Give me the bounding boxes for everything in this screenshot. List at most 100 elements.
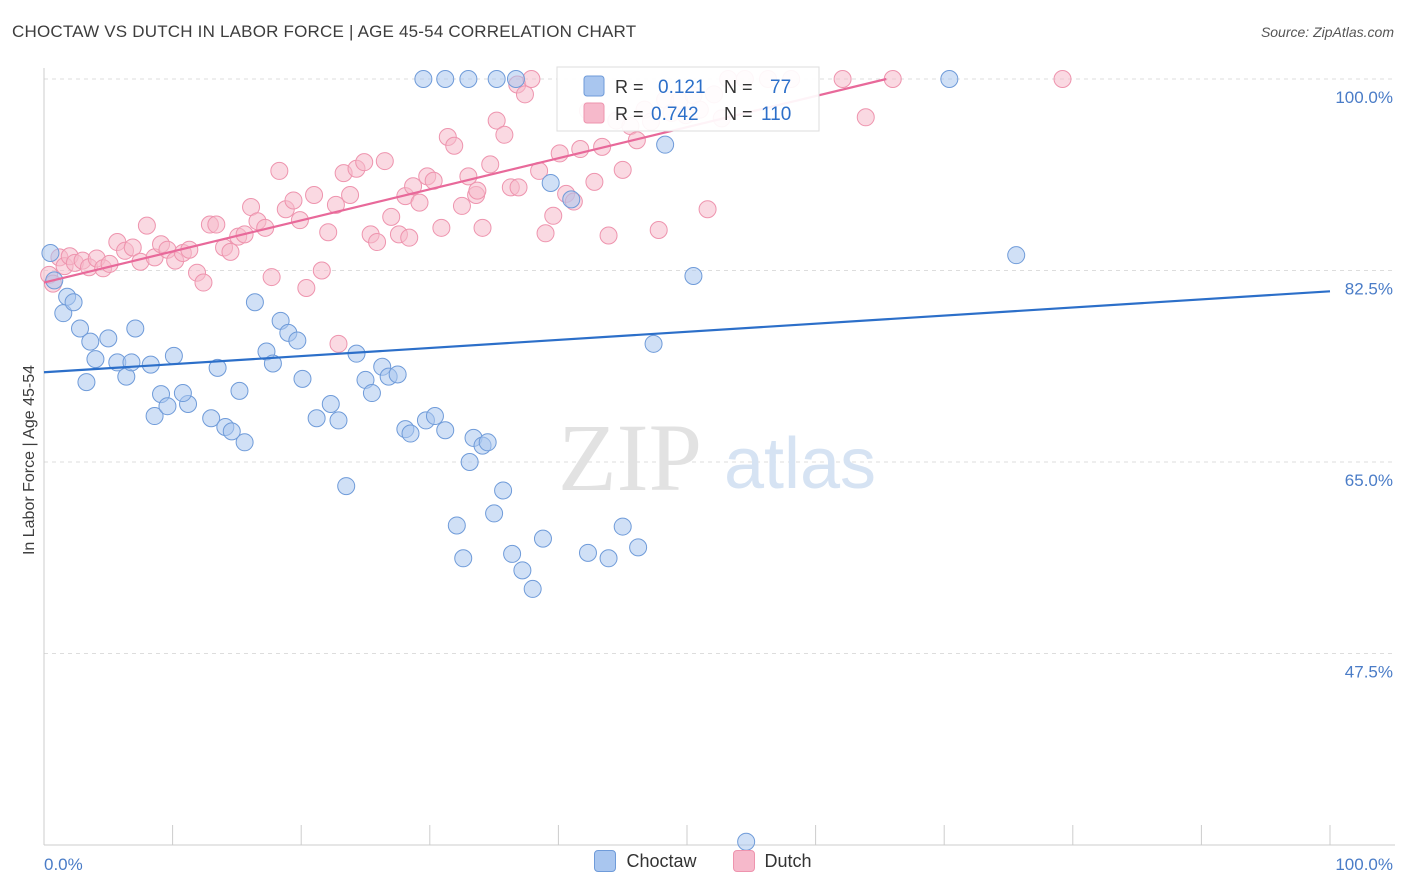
choctaw-point [541,173,560,192]
choctaw-point [1007,246,1026,265]
choctaw-point [362,384,381,403]
choctaw-point [487,70,506,88]
choctaw-point [99,329,118,348]
dutch-point [207,215,226,234]
dutch-point [883,70,902,88]
choctaw-point [523,579,542,598]
choctaw-point [447,516,466,535]
choctaw-point [293,369,312,388]
choctaw-point [562,190,581,209]
choctaw-swatch [594,850,617,872]
choctaw-point [81,332,100,351]
choctaw-point [414,70,433,88]
choctaw-point [307,409,326,428]
choctaw-point [599,549,618,568]
choctaw-point [494,481,513,500]
choctaw-point [506,70,525,88]
choctaw-point [245,293,264,312]
dutch-point [341,185,360,204]
chart-title: CHOCTAW VS DUTCH IN LABOR FORCE | AGE 45… [12,22,637,41]
dutch-r-value: 0.742 [651,104,699,125]
dutch-point [319,223,338,242]
dutch-points [40,70,1072,353]
y-tick-label: 82.5% [1345,280,1393,299]
dutch-point [856,108,875,127]
choctaw-r-value: 0.121 [658,77,706,98]
y-tick-label: 65.0% [1345,471,1393,490]
choctaw-point [230,381,249,400]
dutch-point [536,224,555,243]
gridlines [44,78,1395,654]
dutch-point [410,193,429,212]
dutch-point [495,125,514,144]
choctaw-point [71,319,90,338]
dutch-point [544,206,563,225]
choctaw-point [64,293,83,312]
dutch-point [452,196,471,215]
choctaw-trend-line [43,290,1331,374]
dutch-swatch [732,850,755,872]
dutch-point [221,242,240,261]
choctaw-point [684,266,703,285]
source-label: Source: ZipAtlas.com [1260,24,1394,40]
dutch-point [262,268,281,287]
choctaw-point [503,544,522,563]
dutch-point [329,334,348,353]
dutch-point [585,172,604,191]
choctaw-point [145,407,164,426]
dutch-point [137,216,156,235]
dutch-point [649,221,668,240]
dutch-point [432,218,451,237]
dutch-point [368,233,387,252]
y-tick-labels: 100.0% 82.5% 65.0% 47.5% [1335,88,1393,682]
dutch-point [123,238,142,257]
choctaw-point [263,354,282,373]
dutch-legend-swatch [583,102,605,124]
choctaw-point [208,358,227,377]
dutch-point [400,228,419,247]
dutch-point [515,85,534,104]
choctaw-point [436,70,455,88]
dutch-point [355,153,374,172]
dutch-point [522,70,541,88]
dutch-n-label: N = [724,104,753,124]
choctaw-legend-swatch [583,75,605,97]
dutch-point [698,200,717,219]
dutch-point [468,181,487,200]
dutch-point [481,155,500,174]
choctaw-point [613,517,632,536]
legend-item-choctaw[interactable]: Choctaw [594,850,697,872]
choctaw-point [288,331,307,350]
dutch-point [404,177,423,196]
choctaw-point [388,365,407,384]
dutch-point [509,178,528,197]
choctaw-point [737,832,756,851]
choctaw-point [54,304,73,323]
dutch-point [445,136,464,155]
dutch-point [473,218,492,237]
choctaw-point [425,407,444,426]
choctaw-point [513,561,532,580]
x-tick-labels: 0.0% 100.0% [44,855,1393,874]
choctaw-point [578,543,597,562]
choctaw-point [86,350,105,369]
dutch-point [599,226,618,245]
choctaw-point [656,135,675,154]
choctaw-n-label: N = [724,77,753,97]
choctaw-point [222,422,241,441]
watermark: ZIP atlas [558,404,876,511]
watermark-zip: ZIP [558,404,702,511]
dutch-point [270,161,289,180]
choctaw-r-label: R = [615,77,644,97]
choctaw-point [629,538,648,557]
dutch-point [326,195,345,214]
legend-item-dutch[interactable]: Dutch [732,850,812,872]
dutch-point [1053,70,1072,88]
choctaw-point [401,424,420,443]
dutch-n-value: 110 [761,104,791,125]
choctaw-point [485,504,504,523]
choctaw-point [337,477,356,496]
choctaw-point [41,243,60,262]
stats-legend: R = 0.121 N = 77 R = 0.742 N = 110 [556,66,820,132]
